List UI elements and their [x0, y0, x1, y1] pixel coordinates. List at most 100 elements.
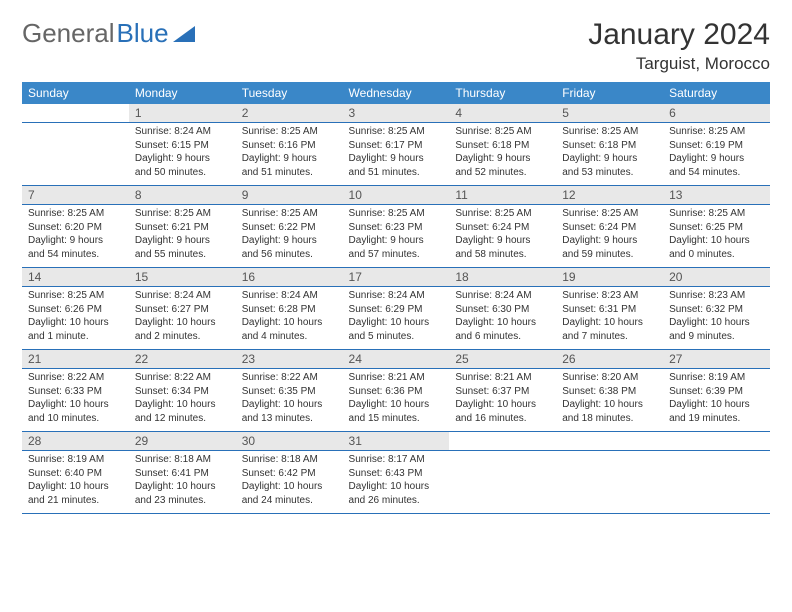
sunrise-text: Sunrise: 8:25 AM [242, 125, 337, 139]
weekday-header: Sunday [22, 82, 129, 104]
day-cell [663, 451, 770, 514]
day-cell: Sunrise: 8:25 AMSunset: 6:22 PMDaylight:… [236, 205, 343, 268]
dl2-text: and 13 minutes. [242, 412, 337, 426]
day-cell: Sunrise: 8:25 AMSunset: 6:23 PMDaylight:… [343, 205, 450, 268]
dl2-text: and 26 minutes. [349, 494, 444, 508]
sunrise-text: Sunrise: 8:21 AM [455, 371, 550, 385]
sunrise-text: Sunrise: 8:18 AM [135, 453, 230, 467]
day-cell: Sunrise: 8:25 AMSunset: 6:26 PMDaylight:… [22, 287, 129, 350]
sunset-text: Sunset: 6:42 PM [242, 467, 337, 481]
sunset-text: Sunset: 6:24 PM [455, 221, 550, 235]
sunset-text: Sunset: 6:22 PM [242, 221, 337, 235]
sunset-text: Sunset: 6:36 PM [349, 385, 444, 399]
dl1-text: Daylight: 10 hours [135, 480, 230, 494]
sunrise-text: Sunrise: 8:22 AM [135, 371, 230, 385]
day-number-cell: 20 [663, 268, 770, 287]
month-title: January 2024 [588, 18, 770, 52]
sunset-text: Sunset: 6:23 PM [349, 221, 444, 235]
dl1-text: Daylight: 10 hours [135, 316, 230, 330]
sunset-text: Sunset: 6:34 PM [135, 385, 230, 399]
sunset-text: Sunset: 6:32 PM [669, 303, 764, 317]
sunset-text: Sunset: 6:40 PM [28, 467, 123, 481]
day-cell: Sunrise: 8:25 AMSunset: 6:16 PMDaylight:… [236, 123, 343, 186]
day-number-cell [22, 104, 129, 123]
sunrise-text: Sunrise: 8:19 AM [28, 453, 123, 467]
dl1-text: Daylight: 9 hours [349, 152, 444, 166]
day-details: Sunrise: 8:23 AMSunset: 6:31 PMDaylight:… [556, 287, 663, 349]
dl1-text: Daylight: 10 hours [242, 480, 337, 494]
day-number: 28 [22, 432, 129, 450]
sunset-text: Sunset: 6:18 PM [562, 139, 657, 153]
sunrise-text: Sunrise: 8:17 AM [349, 453, 444, 467]
day-number: 22 [129, 350, 236, 368]
weekday-header: Tuesday [236, 82, 343, 104]
dl2-text: and 19 minutes. [669, 412, 764, 426]
day-cell: Sunrise: 8:24 AMSunset: 6:28 PMDaylight:… [236, 287, 343, 350]
day-cell: Sunrise: 8:21 AMSunset: 6:36 PMDaylight:… [343, 369, 450, 432]
dl2-text: and 54 minutes. [28, 248, 123, 262]
day-number-cell: 2 [236, 104, 343, 123]
dl1-text: Daylight: 9 hours [28, 234, 123, 248]
day-number: 26 [556, 350, 663, 368]
dl1-text: Daylight: 10 hours [562, 398, 657, 412]
day-number-cell: 14 [22, 268, 129, 287]
day-cell: Sunrise: 8:25 AMSunset: 6:18 PMDaylight:… [556, 123, 663, 186]
day-number-cell [556, 432, 663, 451]
sunrise-text: Sunrise: 8:25 AM [669, 207, 764, 221]
sunset-text: Sunset: 6:19 PM [669, 139, 764, 153]
sunset-text: Sunset: 6:15 PM [135, 139, 230, 153]
day-number-cell: 12 [556, 186, 663, 205]
day-number-cell [449, 432, 556, 451]
header: General Blue January 2024 Targuist, Moro… [22, 18, 770, 74]
sunset-text: Sunset: 6:17 PM [349, 139, 444, 153]
dl1-text: Daylight: 9 hours [242, 152, 337, 166]
day-number: 6 [663, 104, 770, 122]
sunrise-text: Sunrise: 8:25 AM [349, 207, 444, 221]
dl2-text: and 57 minutes. [349, 248, 444, 262]
dl2-text: and 51 minutes. [242, 166, 337, 180]
sunrise-text: Sunrise: 8:21 AM [349, 371, 444, 385]
day-cell: Sunrise: 8:23 AMSunset: 6:31 PMDaylight:… [556, 287, 663, 350]
day-details: Sunrise: 8:25 AMSunset: 6:20 PMDaylight:… [22, 205, 129, 267]
day-details: Sunrise: 8:21 AMSunset: 6:37 PMDaylight:… [449, 369, 556, 431]
day-details: Sunrise: 8:25 AMSunset: 6:23 PMDaylight:… [343, 205, 450, 267]
dl1-text: Daylight: 10 hours [349, 316, 444, 330]
sunrise-text: Sunrise: 8:22 AM [242, 371, 337, 385]
dl2-text: and 16 minutes. [455, 412, 550, 426]
dl2-text: and 4 minutes. [242, 330, 337, 344]
day-number: 4 [449, 104, 556, 122]
weekday-header: Friday [556, 82, 663, 104]
day-number-cell: 30 [236, 432, 343, 451]
dl2-text: and 54 minutes. [669, 166, 764, 180]
day-number: 1 [129, 104, 236, 122]
dl1-text: Daylight: 10 hours [455, 398, 550, 412]
day-details: Sunrise: 8:22 AMSunset: 6:34 PMDaylight:… [129, 369, 236, 431]
day-cell: Sunrise: 8:18 AMSunset: 6:42 PMDaylight:… [236, 451, 343, 514]
weekday-header: Saturday [663, 82, 770, 104]
dl2-text: and 9 minutes. [669, 330, 764, 344]
day-number-cell: 21 [22, 350, 129, 369]
dl2-text: and 6 minutes. [455, 330, 550, 344]
day-content-row: Sunrise: 8:25 AMSunset: 6:20 PMDaylight:… [22, 205, 770, 268]
sunrise-text: Sunrise: 8:23 AM [562, 289, 657, 303]
day-number-cell: 11 [449, 186, 556, 205]
dl2-text: and 52 minutes. [455, 166, 550, 180]
day-cell: Sunrise: 8:17 AMSunset: 6:43 PMDaylight:… [343, 451, 450, 514]
day-cell: Sunrise: 8:25 AMSunset: 6:18 PMDaylight:… [449, 123, 556, 186]
dl1-text: Daylight: 10 hours [455, 316, 550, 330]
sunset-text: Sunset: 6:20 PM [28, 221, 123, 235]
sunrise-text: Sunrise: 8:25 AM [28, 207, 123, 221]
day-number-cell: 25 [449, 350, 556, 369]
dl1-text: Daylight: 10 hours [562, 316, 657, 330]
dl2-text: and 51 minutes. [349, 166, 444, 180]
day-cell: Sunrise: 8:21 AMSunset: 6:37 PMDaylight:… [449, 369, 556, 432]
sunset-text: Sunset: 6:38 PM [562, 385, 657, 399]
day-details: Sunrise: 8:25 AMSunset: 6:25 PMDaylight:… [663, 205, 770, 267]
day-details: Sunrise: 8:18 AMSunset: 6:42 PMDaylight:… [236, 451, 343, 513]
dl1-text: Daylight: 9 hours [669, 152, 764, 166]
sunset-text: Sunset: 6:37 PM [455, 385, 550, 399]
sunrise-text: Sunrise: 8:25 AM [562, 125, 657, 139]
day-details [556, 451, 663, 507]
day-details: Sunrise: 8:25 AMSunset: 6:17 PMDaylight:… [343, 123, 450, 185]
day-content-row: Sunrise: 8:24 AMSunset: 6:15 PMDaylight:… [22, 123, 770, 186]
